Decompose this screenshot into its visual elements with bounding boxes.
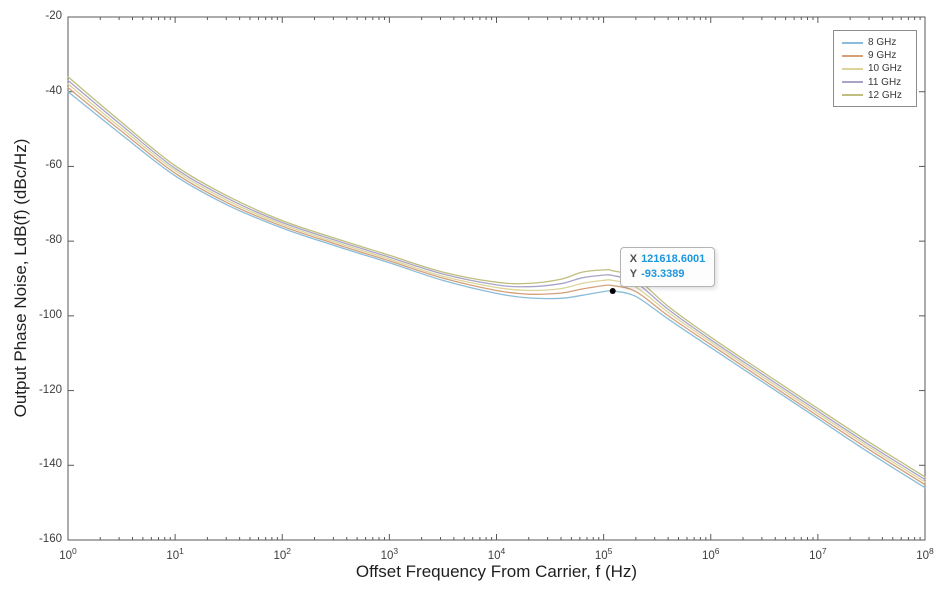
datatip-y-value: -93.3389 bbox=[641, 267, 685, 280]
y-tick-label: -20 bbox=[45, 10, 62, 22]
legend-label: 10 GHz bbox=[868, 63, 902, 75]
legend-swatch bbox=[842, 67, 863, 70]
y-tick-label: -140 bbox=[38, 458, 62, 471]
x-tick-label: 108 bbox=[916, 546, 934, 562]
x-tick-label: 105 bbox=[594, 546, 613, 562]
legend-label: 11 GHz bbox=[868, 76, 902, 88]
x-tick-label: 102 bbox=[273, 546, 292, 562]
y-tick-label: -40 bbox=[45, 84, 62, 97]
legend-item-12-ghz: 12 GHz bbox=[842, 89, 910, 102]
legend-swatch bbox=[842, 54, 863, 57]
datatip-marker[interactable] bbox=[609, 287, 616, 294]
datatip-x-value: 121618.6001 bbox=[641, 252, 706, 265]
legend-swatch bbox=[842, 94, 863, 97]
datatip-y-row: Y -93.3389 bbox=[630, 267, 706, 282]
y-tick-label: -60 bbox=[45, 159, 62, 172]
datatip-x-row: X 121618.6001 bbox=[630, 252, 706, 267]
legend-label: 9 GHz bbox=[868, 50, 897, 62]
x-tick-label: 106 bbox=[701, 546, 720, 562]
curve-12-ghz[interactable] bbox=[67, 76, 926, 478]
legend-label: 12 GHz bbox=[868, 89, 902, 101]
datatip[interactable]: X 121618.6001 Y -93.3389 bbox=[619, 246, 716, 287]
curve-11-ghz[interactable] bbox=[67, 79, 926, 481]
legend-item-9-ghz: 9 GHz bbox=[842, 49, 910, 62]
curve-8-ghz[interactable] bbox=[67, 91, 926, 489]
x-tick-label: 101 bbox=[166, 546, 184, 562]
legend-item-11-ghz: 11 GHz bbox=[842, 76, 910, 89]
x-tick-label: 107 bbox=[809, 546, 827, 562]
x-axis-title: Offset Frequency From Carrier, f (Hz) bbox=[355, 562, 638, 581]
legend: 8 GHz 9 GHz 10 GHz 11 GHz 12 GHz bbox=[833, 30, 917, 107]
legend-item-8-ghz: 8 GHz bbox=[842, 36, 910, 49]
curve-9-ghz[interactable] bbox=[67, 86, 926, 486]
legend-swatch bbox=[842, 81, 863, 84]
legend-item-10-ghz: 10 GHz bbox=[842, 62, 910, 75]
legend-swatch bbox=[842, 41, 863, 44]
x-tick-label: 103 bbox=[380, 546, 399, 562]
y-axis-title: Output Phase Noise, LdB(f) (dBc/Hz) bbox=[11, 138, 30, 418]
x-tick-label: 104 bbox=[487, 546, 506, 562]
datatip-x-label: X bbox=[629, 252, 638, 265]
y-tick-label: -100 bbox=[38, 308, 62, 321]
axis-ticks bbox=[67, 16, 926, 541]
curve-10-ghz[interactable] bbox=[67, 83, 926, 483]
x-tick-label: 100 bbox=[59, 546, 77, 562]
datatip-y-label: Y bbox=[629, 267, 638, 280]
y-tick-label: -160 bbox=[38, 533, 62, 545]
y-tick-label: -80 bbox=[45, 234, 62, 247]
axes-box bbox=[67, 16, 926, 541]
legend-label: 8 GHz bbox=[868, 37, 897, 49]
y-tick-label: -120 bbox=[38, 383, 62, 396]
